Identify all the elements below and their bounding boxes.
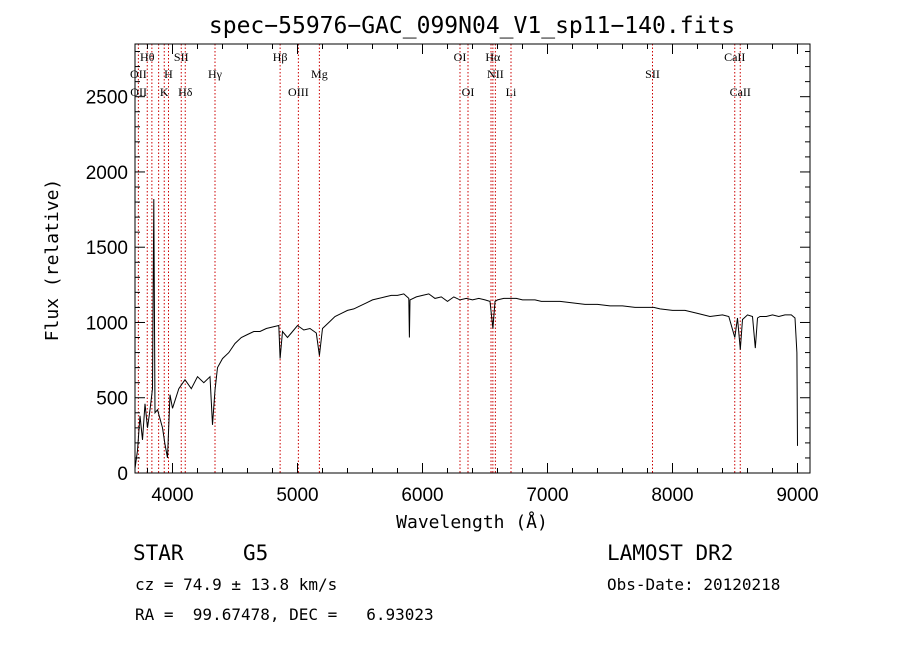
spectral-line-label: Hβ — [273, 50, 288, 64]
y-tick-label: 1500 — [86, 238, 128, 259]
spectrum-line — [134, 198, 798, 469]
spectral-line-label: Mg — [311, 67, 328, 81]
redshift-text: cz = 74.9 ± 13.8 km/s — [135, 575, 337, 594]
x-tick-label: 8000 — [651, 485, 693, 506]
obs-date-text: Obs-Date: 20120218 — [607, 575, 780, 594]
plot-frame — [134, 43, 811, 474]
spectral-line-label: H — [164, 67, 173, 81]
y-tick-label: 2500 — [86, 88, 128, 109]
y-tick-label: 500 — [96, 389, 128, 410]
spectral-line-label: SII — [174, 50, 189, 64]
y-axis-ticks: 0 500 1000 1500 2000 2500 — [86, 51, 810, 485]
spectral-line-label: OIII — [288, 85, 309, 99]
x-tick-label: 7000 — [526, 485, 568, 506]
spectral-line-label: OII — [130, 85, 147, 99]
spectral-line-label: OII — [130, 67, 147, 81]
coordinates-text: RA = 99.67478, DEC = 6.93023 — [135, 605, 434, 624]
subclass: G5 — [243, 541, 268, 565]
x-tick-label: 5000 — [276, 485, 318, 506]
spectral-line-label: K — [160, 85, 169, 99]
y-tick-label: 2000 — [86, 163, 128, 184]
chart-title: spec−55976−GAC_099N04_V1_sp11−140.fits — [209, 13, 735, 39]
spectral-line-label: Li — [506, 85, 517, 99]
y-axis-label: Flux (relative) — [42, 179, 63, 342]
spectral-line-label: CaII — [724, 50, 745, 64]
y-tick-label: 0 — [117, 464, 128, 485]
object-type: STAR — [133, 541, 184, 565]
spectral-line-label: SII — [645, 67, 660, 81]
spectral-line-label: Hα — [485, 50, 501, 64]
spectral-line-markers — [137, 44, 741, 473]
spectral-line-label: OI — [454, 50, 467, 64]
x-tick-label: 9000 — [776, 485, 818, 506]
x-tick-label: 4000 — [151, 485, 193, 506]
spectral-line-label: NII — [487, 67, 504, 81]
x-axis-ticks: 4000 5000 6000 7000 8000 9000 — [147, 44, 819, 506]
spectral-line-label: Hδ — [178, 85, 193, 99]
y-tick-label: 1000 — [86, 313, 128, 334]
survey-name: LAMOST DR2 — [607, 541, 733, 565]
spectral-line-label: CaII — [730, 85, 751, 99]
spectral-line-label: OI — [462, 85, 475, 99]
x-tick-label: 6000 — [401, 485, 443, 506]
x-axis-label: Wavelength (Å) — [396, 511, 548, 533]
spectral-line-label: Hγ — [208, 67, 223, 81]
spectral-line-label: Hθ — [140, 50, 155, 64]
